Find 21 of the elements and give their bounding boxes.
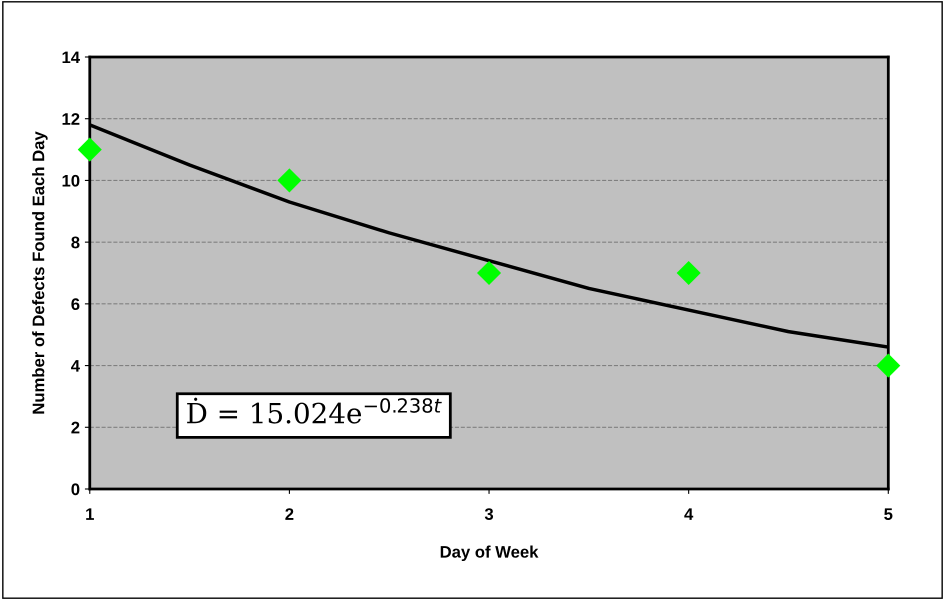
y-tick-label: 14 <box>62 52 80 64</box>
point <box>78 138 102 162</box>
x-tick-label: 5 <box>884 508 892 520</box>
y-tick-label: 6 <box>71 298 80 310</box>
x-tick-label: 4 <box>684 508 694 520</box>
x-tick-label: 2 <box>285 508 294 520</box>
x-axis-title: Day of Week <box>440 546 538 562</box>
point <box>277 168 302 192</box>
x-tick-label: 3 <box>484 508 494 520</box>
point <box>477 260 502 286</box>
y-tick-label: 4 <box>71 360 80 372</box>
annotation: Ḋ = 15.024e$^{−0.238t}$ <box>187 398 442 424</box>
point <box>876 354 900 378</box>
y-tick-label: 12 <box>62 113 80 125</box>
y-tick-label: 0 <box>71 483 80 496</box>
y-tick-label: 10 <box>62 174 80 187</box>
point <box>676 260 701 286</box>
y-tick-label: 8 <box>71 236 80 248</box>
x-tick-label: 1 <box>86 508 94 520</box>
y-axis-title: Number of Defects Found Each Day <box>32 131 48 414</box>
y-tick-label: 2 <box>71 422 80 434</box>
